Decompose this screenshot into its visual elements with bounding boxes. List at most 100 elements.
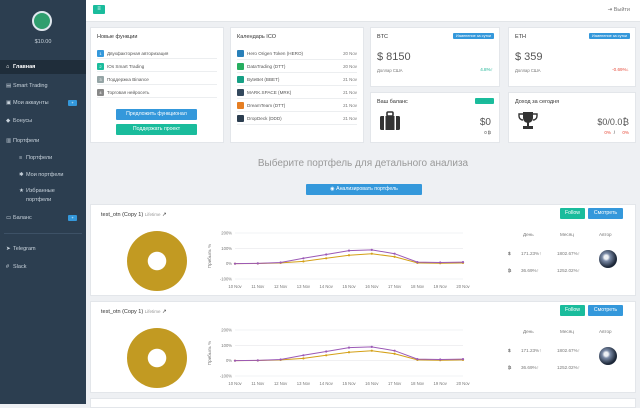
- sidebar-item-accounts[interactable]: ▣ Мои аккаунты +: [0, 96, 86, 110]
- logout-button[interactable]: ⇥ Выйти: [607, 7, 630, 13]
- data-point: [302, 354, 305, 357]
- income-value: $0/0.0₿: [597, 117, 629, 127]
- eth-price: $ 359: [515, 51, 543, 63]
- sidebar-item-home[interactable]: ⌂ Главная: [0, 60, 86, 74]
- ico-item[interactable]: ByteBet (BBET) 21 Nov: [237, 74, 357, 86]
- ico-item[interactable]: DataTrading (DTT) 20 Nov: [237, 61, 357, 73]
- portfolio-name[interactable]: test_otn (Copy 1) Lifetime ↗: [101, 212, 167, 218]
- x-tick-label: 15 Nov: [342, 284, 356, 289]
- ico-item[interactable]: MARK.SPACE (MRK) 21 Nov: [237, 87, 357, 99]
- data-point: [325, 253, 328, 256]
- view-button[interactable]: Смотреть: [588, 305, 623, 316]
- eye-icon: ◉: [330, 186, 337, 192]
- follow-button[interactable]: Follow: [560, 208, 585, 219]
- data-point: [233, 359, 237, 362]
- ico-item[interactable]: DropDeck (DDD) 21 Nov: [237, 113, 357, 125]
- eth-currency: Доллар США: [515, 68, 541, 73]
- accounts-icon: ▣: [6, 100, 12, 106]
- sidebar-subitem-favorites-line2[interactable]: портфели: [26, 196, 52, 203]
- sidebar-item-balance[interactable]: ▭ Баланс +: [0, 211, 86, 225]
- dropdeck-icon: [237, 115, 244, 122]
- portfolio-card: test_otn (Copy 1) Lifetime ↗ Прибыль % 20…: [90, 204, 636, 296]
- feature-item: 2 IOs Smart Trading: [97, 61, 217, 72]
- y-tick-label: 0%: [226, 261, 232, 266]
- portfolio-name[interactable]: test_otn (Copy 1) Lifetime ↗: [101, 309, 167, 315]
- x-tick-label: 15 Nov: [342, 381, 356, 386]
- analyze-portfolio-button[interactable]: ◉ Анализировать портфель: [306, 184, 422, 195]
- eth-card: ETH Изменение за сутки $ 359 Доллар США …: [508, 27, 636, 87]
- profit-line-chart: Прибыль % 200% 100% 0% -100% 10 Nov 11 Nov 12 N…: [207, 328, 471, 387]
- data-point: [279, 261, 282, 264]
- sidebar-item-bonuses[interactable]: ◆ Бонусы: [6, 118, 33, 124]
- x-tick-label: 12 Nov: [274, 284, 288, 289]
- sidebar-item-smart-trading[interactable]: ▤ Smart Trading: [6, 83, 48, 89]
- row-month: 1252.02%↑: [557, 365, 580, 370]
- eth-badge: Изменение за сутки: [588, 33, 630, 39]
- new-features-title: Новые функции: [97, 34, 138, 40]
- sidebar-item-portfolios[interactable]: ▥ Портфели: [6, 138, 40, 144]
- x-tick-label: 10 Nov: [228, 284, 242, 289]
- y-tick-label: 100%: [221, 246, 232, 251]
- feature-item: 4 Торговая нейросеть: [97, 87, 217, 98]
- portfolio-donut-chart: [127, 328, 187, 388]
- data-point: [347, 351, 351, 354]
- y-tick-label: 200%: [221, 231, 232, 236]
- bytebet-icon: [237, 76, 244, 83]
- sidebar-subitem-favorites[interactable]: ★ Избранные: [19, 187, 55, 194]
- data-point: [256, 359, 259, 362]
- support-project-button[interactable]: Поддержать проект: [116, 124, 197, 135]
- ico-item[interactable]: Hero Origen Token (HERO) 20 Nov: [237, 48, 357, 60]
- x-tick-label: 11 Nov: [251, 284, 265, 289]
- plus-icon[interactable]: +: [68, 100, 77, 106]
- ico-calendar-title: Календарь ICO: [237, 34, 277, 40]
- row-symbol: ₿: [508, 268, 512, 273]
- plus-icon[interactable]: +: [68, 215, 77, 221]
- balance-btc: 0 ₿: [484, 130, 491, 135]
- eth-title: ETH: [515, 34, 526, 40]
- sidebar-subitem-portfolios[interactable]: ≡ Портфели: [19, 155, 53, 161]
- suggest-feature-button[interactable]: Предложить функционал: [116, 109, 197, 120]
- data-point: [325, 354, 328, 357]
- ico-item[interactable]: DreamTeam (DTT) 21 Nov: [237, 100, 357, 112]
- balance-title: Ваш баланс: [377, 99, 408, 105]
- x-tick-label: 20 Nov: [456, 284, 470, 289]
- sidebar-item-telegram[interactable]: ➤ Telegram: [6, 246, 36, 252]
- data-point: [439, 358, 442, 361]
- y-tick-label: -100%: [220, 374, 232, 379]
- sidebar-subitem-my-portfolios[interactable]: ✱ Мои портфели: [19, 172, 64, 178]
- new-features-card: Новые функции 1 Двухфакторная авторизация…: [90, 27, 224, 143]
- row-month: 1802.67%↑: [557, 348, 580, 353]
- logo: [32, 11, 52, 31]
- data-point: [370, 345, 373, 348]
- data-point: [370, 349, 373, 352]
- author-avatar[interactable]: [599, 347, 617, 365]
- view-button[interactable]: Смотреть: [588, 208, 623, 219]
- row-symbol: $: [508, 348, 511, 353]
- data-point: [393, 252, 396, 255]
- income-title: Доход за сегодня: [515, 99, 560, 105]
- header-day: День: [523, 232, 534, 237]
- markspace-icon: [237, 89, 244, 96]
- data-point: [302, 357, 305, 360]
- y-axis-label: Прибыль %: [207, 244, 212, 268]
- telegram-icon: ➤: [6, 246, 11, 252]
- portfolio-icon: ▥: [6, 138, 12, 144]
- sidebar-item-slack[interactable]: # Slack: [6, 264, 27, 270]
- data-point: [325, 257, 328, 260]
- external-link-icon: ↗: [162, 212, 167, 218]
- btc-currency: Доллар США: [377, 68, 403, 73]
- series-line: [234, 346, 464, 362]
- header-author: Автор: [599, 329, 612, 334]
- logout-icon: ⇥: [607, 7, 614, 13]
- follow-button[interactable]: Follow: [560, 305, 585, 316]
- data-point: [416, 261, 419, 264]
- sidebar-balance: $10.00: [34, 39, 52, 45]
- header-month: Месяц: [560, 232, 574, 237]
- data-point: [393, 255, 396, 258]
- menu-toggle-button[interactable]: ≡: [93, 5, 105, 14]
- list-icon: ≡: [19, 155, 23, 161]
- row-day: 36.69%↑: [521, 268, 539, 273]
- author-avatar[interactable]: [599, 250, 617, 268]
- x-tick-label: 16 Nov: [365, 284, 379, 289]
- section-title: Выберите портфель для детального анализа: [257, 158, 469, 169]
